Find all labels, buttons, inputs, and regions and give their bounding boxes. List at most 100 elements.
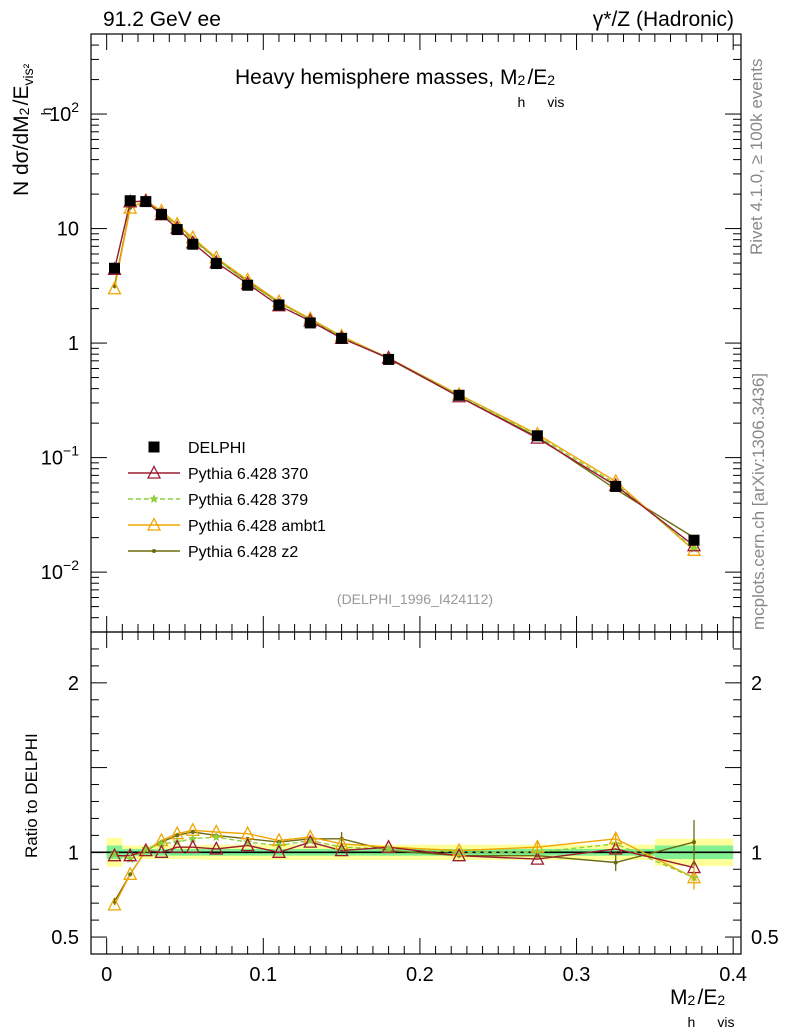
ratio-point-p379 [305, 835, 315, 845]
upper-point-data [304, 317, 316, 329]
ratio-y-tick-label: 0.5 [51, 927, 79, 949]
ratio-y-tick-label: 2 [68, 673, 79, 695]
upper-y-tick-label-base: 10 [49, 104, 71, 126]
ratio-point-p379 [188, 833, 198, 843]
ratio-point-z2 [128, 872, 133, 877]
ratio-point-ambt1 [452, 842, 467, 857]
legend-marker-z2 [152, 549, 156, 553]
process-label: γ*/Z (Hadronic) [592, 8, 734, 31]
legend-label-ambt1: Pythia 6.428 ambt1 [188, 518, 326, 535]
lower-frame-border [90, 631, 742, 955]
ratio-point-p379 [125, 854, 135, 864]
upper-point-ambt1 [107, 280, 122, 295]
upper-point-ambt1 [686, 542, 702, 556]
ratio-line-ambt1 [113, 829, 695, 906]
upper-line-ambt1 [113, 199, 695, 551]
upper-point-data [210, 258, 222, 270]
ratio-line-p370 [114, 841, 695, 869]
ratio-point-p370 [138, 842, 153, 857]
upper-y-tick-label-base: 1 [68, 333, 79, 355]
x-tick-label: 0 [101, 964, 112, 986]
ratio-plot-frame: 0 0.1 0.2 0.3 0.40.5 0.51 12 2 [51, 631, 779, 986]
ratio-point-z2 [190, 829, 195, 834]
upper-line-p370 [113, 200, 695, 547]
upper-y-tick-label-base: 10 [57, 219, 79, 241]
upper-point-data [242, 279, 254, 291]
legend-marker-p379 [149, 494, 159, 503]
upper-series-group [107, 192, 702, 556]
upper-point-data [187, 238, 199, 250]
upper-point-data [531, 430, 543, 442]
ratio-point-p379 [211, 832, 222, 842]
upper-point-data [124, 195, 136, 207]
legend-marker-ambt1 [146, 517, 162, 531]
upper-y-tick-label-exp: −1 [63, 443, 79, 459]
x-axis-label: M 2 h/E 2 vis [670, 986, 735, 1030]
ratio-point-z2 [175, 833, 180, 838]
upper-line-z2 [113, 200, 695, 539]
legend-label-z2: Pythia 6.428 z2 [188, 544, 298, 561]
ratio-point-p370 [170, 839, 185, 853]
upper-y-tick-label-exp: 2 [71, 99, 79, 115]
ratio-point-p370 [123, 847, 138, 862]
upper-y-tick-label: 1 [68, 333, 79, 355]
ratio-point-p370 [154, 844, 169, 858]
ratio-point-p379 [336, 842, 347, 852]
ratio-point-p370 [271, 844, 287, 858]
ratio-point-p370 [209, 841, 224, 855]
upper-point-data [171, 224, 183, 236]
ratio-point-p370 [452, 847, 467, 862]
ratio-point-p370 [240, 837, 255, 852]
legend-label-p370: Pythia 6.428 370 [188, 466, 308, 483]
ratio-line-p379 [114, 836, 695, 879]
ratio-point-ambt1 [107, 896, 122, 911]
ratio-point-p379 [109, 849, 120, 859]
analysis-watermark: (DELPHI_1996_I424112) [337, 591, 493, 607]
upper-y-tick-label-base: 10 [41, 448, 63, 470]
upper-point-data [688, 534, 700, 546]
legend-label-p379: Pythia 6.428 379 [188, 492, 308, 509]
upper-point-data [140, 196, 152, 208]
upper-y-tick-label: 10−1 [41, 443, 79, 470]
ratio-point-p379 [156, 838, 167, 848]
ratio-y-tick-label-right: 2 [751, 673, 762, 695]
ratio-point-p379 [141, 843, 151, 853]
upper-point-data [336, 332, 348, 344]
ratio-point-p370 [381, 839, 396, 853]
ratio-y-tick-label-right: 0.5 [751, 927, 779, 949]
ratio-point-p379 [383, 843, 394, 853]
legend: DELPHI Pythia 6.428 370 Pythia 6.428 379 Py… [128, 440, 326, 561]
energy-label: 91.2 GeV ee [103, 8, 221, 31]
upper-y-tick-label: 10−2 [41, 557, 79, 584]
upper-y-tick-label-base: 10 [41, 562, 63, 584]
upper-frame-border [90, 33, 742, 633]
x-tick-label: 0.4 [719, 964, 747, 986]
upper-point-data [273, 299, 285, 311]
legend-label-data: DELPHI [188, 440, 246, 457]
upper-point-data [453, 389, 465, 401]
ratio-y-tick-label: 1 [68, 842, 79, 864]
x-tick-label: 0.1 [249, 964, 277, 986]
x-tick-label: 0.3 [563, 964, 591, 986]
upper-y-tick-label: 10 [57, 219, 79, 241]
upper-y-tick-label: 102 [49, 99, 79, 126]
x-tick-label: 0.2 [406, 964, 434, 986]
ratio-y-tick-label-right: 1 [751, 842, 762, 864]
ratio-point-p370 [530, 851, 545, 865]
upper-line-p379 [113, 199, 695, 550]
upper-point-data [155, 208, 167, 220]
legend-marker-data [148, 441, 160, 453]
plot-title: Heavy hemisphere masses, M 2 h/E 2 vis [235, 66, 565, 110]
ratio-point-p370 [334, 842, 349, 857]
legend-marker-p370 [146, 465, 162, 479]
upper-point-data [610, 480, 622, 492]
ratio-series-group [107, 820, 702, 911]
ratio-point-p370 [107, 847, 122, 862]
ratio-line-z2 [113, 831, 695, 902]
ratio-point-ambt1 [123, 866, 138, 880]
upper-point-data [108, 262, 120, 274]
ratio-point-p370 [185, 839, 200, 853]
upper-y-tick-label-exp: −2 [63, 557, 79, 573]
upper-point-data [383, 353, 395, 365]
